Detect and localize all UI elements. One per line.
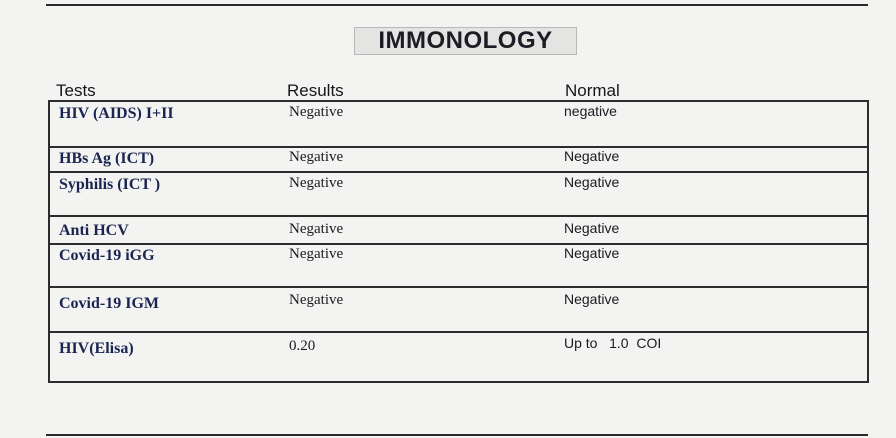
- test-name: Anti HCV: [59, 222, 129, 239]
- top-divider: [46, 4, 868, 6]
- test-result: Negative: [289, 246, 344, 262]
- row-divider: [48, 171, 869, 173]
- normal-range: Negative: [564, 245, 620, 261]
- normal-range: negative: [564, 103, 617, 119]
- test-name: HIV (AIDS) I+II: [59, 105, 174, 122]
- row-divider: [48, 243, 869, 245]
- test-result: Negative: [289, 149, 344, 165]
- table-left-border: [48, 100, 50, 383]
- column-header-tests: Tests: [56, 81, 96, 100]
- test-name: HIV(Elisa): [59, 340, 134, 357]
- bottom-divider: [46, 434, 868, 436]
- normal-range: Negative: [564, 220, 620, 236]
- test-result: Negative: [289, 221, 344, 237]
- normal-range: Negative: [564, 174, 620, 190]
- table-bottom-border: [48, 381, 869, 383]
- table-right-border: [867, 100, 869, 383]
- row-divider: [48, 331, 869, 333]
- normal-range: Negative: [564, 291, 620, 307]
- row-divider: [48, 215, 869, 217]
- test-name: Covid-19 IGM: [59, 295, 159, 312]
- test-name: Syphilis (ICT ): [59, 176, 161, 193]
- row-divider: [48, 286, 869, 288]
- test-name: HBs Ag (ICT): [59, 150, 155, 167]
- test-result: 0.20: [289, 338, 316, 354]
- normal-range: Up to 1.0 COI: [564, 335, 662, 351]
- table-top-border: [48, 100, 869, 102]
- row-divider: [48, 146, 869, 148]
- test-name: Covid-19 iGG: [59, 247, 155, 264]
- column-header-normal: Normal: [565, 81, 620, 100]
- section-title: IMMONOLOGY: [354, 27, 577, 55]
- test-result: Negative: [289, 104, 344, 120]
- column-header-results: Results: [287, 81, 344, 100]
- test-result: Negative: [289, 292, 344, 308]
- normal-range: Negative: [564, 148, 620, 164]
- test-result: Negative: [289, 175, 344, 191]
